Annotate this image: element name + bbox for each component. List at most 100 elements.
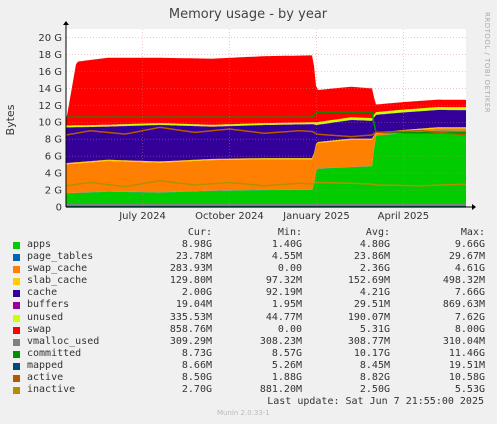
value-avg: 152.69M	[347, 275, 390, 287]
value-cur: 335.53M	[169, 311, 212, 323]
value-max: 5.53G	[454, 384, 485, 396]
legend-row-apps: apps 8.98G 1.40G 4.80G 9.66G	[12, 239, 490, 251]
value-max: 11.46G	[448, 347, 485, 359]
y-axis-label: Bytes	[4, 104, 17, 135]
legend-row-committed: committed 8.73G 8.57G 10.17G 11.46G	[12, 348, 490, 360]
legend-label: mapped	[27, 359, 64, 371]
legend-row-mapped: mapped 8.66M 5.26M 8.45M 19.51M	[12, 360, 490, 372]
legend-swatch	[13, 302, 20, 310]
value-cur: 19.04M	[175, 299, 212, 311]
value-avg: 8.45M	[359, 359, 390, 371]
value-avg: 190.07M	[347, 311, 390, 323]
rrdtool-credit: RRDTOOL / TOBI OETIKER	[483, 12, 491, 113]
value-cur: 2.70G	[181, 384, 212, 396]
y-tick-label: 16 G	[38, 67, 62, 78]
legend-label: unused	[27, 311, 64, 323]
y-tick-label: 12 G	[38, 101, 62, 112]
value-avg: 2.50G	[359, 384, 390, 396]
legend-label: swap_cache	[27, 263, 88, 275]
header-cur: Cur:	[187, 227, 212, 238]
legend-label: vmalloc_used	[27, 335, 100, 347]
legend-label: committed	[27, 347, 82, 359]
value-min: 4.55M	[271, 251, 302, 263]
value-max: 7.62G	[454, 311, 485, 323]
value-avg: 2.36G	[359, 263, 390, 275]
legend-row-unused: unused 335.53M 44.77M 190.07M 7.62G	[12, 312, 490, 324]
value-min: 1.88G	[271, 372, 302, 384]
value-max: 8.00G	[454, 323, 485, 335]
value-max: 7.66G	[454, 287, 485, 299]
value-min: 97.32M	[265, 275, 302, 287]
value-min: 1.95M	[271, 299, 302, 311]
x-tick-label: July 2024	[118, 211, 166, 222]
legend-swatch	[13, 254, 20, 262]
value-avg: 4.80G	[359, 239, 390, 250]
x-tick-label: January 2025	[282, 211, 350, 222]
legend-swatch	[13, 375, 20, 383]
y-tick-label: 20 G	[38, 33, 62, 44]
value-max: 19.51M	[448, 359, 485, 371]
legend-label: page_tables	[27, 251, 94, 263]
y-tick-label: 10 G	[38, 118, 62, 129]
last-update: Last update: Sat Jun 7 21:55:00 2025	[267, 396, 484, 407]
value-avg: 308.77M	[347, 335, 390, 347]
legend-row-vmalloc-used: vmalloc_used 309.29M 308.23M 308.77M 310.04M	[12, 336, 490, 348]
memory-chart: Memory usage - by year Bytes RRDTOOL / T…	[4, 7, 491, 222]
value-cur: 8.66M	[181, 359, 212, 371]
line-active	[65, 126, 467, 138]
area-swap-cache	[66, 128, 466, 194]
y-tick-label: 6 G	[45, 152, 62, 163]
y-axis-arrow	[63, 21, 69, 25]
value-max: 4.61G	[454, 263, 485, 275]
value-cur: 8.98G	[181, 239, 212, 250]
value-avg: 23.86M	[353, 251, 390, 263]
value-max: 29.67M	[448, 251, 485, 263]
legend-swatch	[13, 362, 20, 370]
value-max: 869.63M	[442, 299, 485, 311]
legend-label: swap	[27, 323, 52, 335]
legend-swatch	[13, 242, 20, 249]
area-cache	[66, 110, 466, 164]
value-max: 498.32M	[442, 275, 485, 287]
legend-label: buffers	[27, 299, 70, 311]
legend-row-active: active 8.50G 1.88G 8.82G 10.58G	[12, 372, 490, 384]
value-cur: 8.50G	[181, 372, 212, 384]
area-apps	[66, 130, 466, 207]
legend-swatch	[13, 387, 20, 395]
value-min: 0.00	[277, 323, 302, 335]
legend-swatch	[13, 266, 20, 274]
value-min: 5.26M	[271, 359, 302, 371]
value-min: 44.77M	[265, 311, 302, 323]
legend-row-swap-cache: swap_cache 283.93M 0.00 2.36G 4.61G	[12, 263, 490, 275]
value-min: 8.57G	[271, 347, 302, 359]
legend-row-swap: swap 858.76M 0.00 5.31G 8.00G	[12, 324, 490, 336]
legend-row-buffers: buffers 19.04M 1.95M 29.51M 869.63M	[12, 299, 490, 311]
legend-swatch	[13, 290, 20, 298]
legend-swatch	[13, 314, 20, 322]
value-max: 9.66G	[454, 239, 485, 250]
legend-row-page-tables: page_tables 23.78M 4.55M 23.86M 29.67M	[12, 251, 490, 263]
line-committed	[66, 111, 466, 134]
value-cur: 8.73G	[181, 347, 212, 359]
y-tick-label: 0	[56, 203, 62, 214]
header-max: Max:	[460, 227, 485, 238]
value-avg: 8.82G	[359, 372, 390, 384]
legend-label: active	[27, 372, 64, 384]
legend-header: Cur: Min: Avg: Max:	[12, 227, 490, 239]
legend-swatch	[13, 326, 20, 334]
value-avg: 5.31G	[359, 323, 390, 335]
legend-label: inactive	[27, 384, 76, 396]
value-cur: 283.93M	[169, 263, 212, 275]
legend-row-slab-cache: slab_cache 129.80M 97.32M 152.69M 498.32M	[12, 275, 490, 287]
x-tick-label: October 2024	[195, 211, 264, 222]
value-max: 10.58G	[448, 372, 485, 384]
legend-swatch	[13, 338, 20, 346]
legend-swatch	[13, 278, 20, 286]
legend-rows: apps 8.98G 1.40G 4.80G 9.66G page_tables 23.78…	[12, 239, 490, 396]
value-min: 92.19M	[265, 287, 302, 299]
area-slab-cache	[66, 127, 466, 165]
y-tick-label: 4 G	[45, 169, 62, 180]
header-min: Min:	[277, 227, 302, 238]
y-tick-label: 18 G	[38, 50, 62, 61]
value-avg: 29.51M	[353, 299, 390, 311]
